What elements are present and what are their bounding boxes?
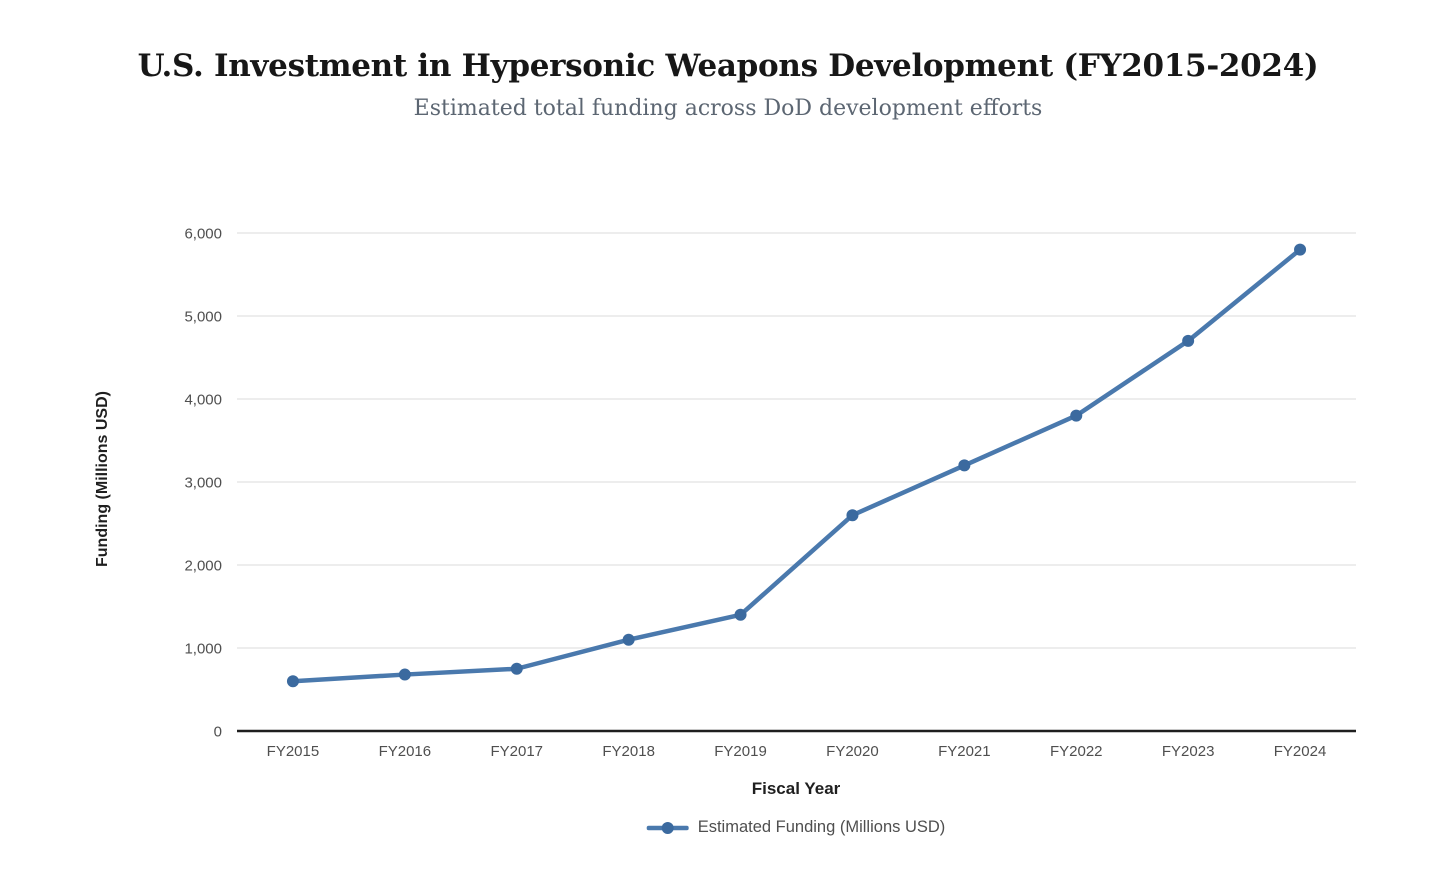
data-point-marker bbox=[734, 608, 747, 621]
legend: Estimated Funding (Millions USD) bbox=[646, 818, 946, 837]
data-point-marker bbox=[958, 459, 971, 472]
data-point-marker bbox=[622, 633, 635, 646]
y-tick-label: 1,000 bbox=[184, 641, 222, 658]
legend-label: Estimated Funding (Millions USD) bbox=[697, 818, 946, 836]
y-tick-label: 4,000 bbox=[184, 392, 222, 409]
x-tick-label: FY2024 bbox=[1274, 743, 1327, 760]
data-point-marker bbox=[1070, 409, 1083, 422]
data-point-marker bbox=[1294, 243, 1307, 256]
chart-title: U.S. Investment in Hypersonic Weapons De… bbox=[137, 48, 1319, 84]
y-tick-label: 0 bbox=[214, 724, 222, 741]
y-tick-label: 6,000 bbox=[184, 226, 222, 243]
y-tick-label: 5,000 bbox=[184, 309, 222, 326]
x-tick-label: FY2017 bbox=[490, 743, 543, 760]
x-tick-label: FY2015 bbox=[267, 743, 320, 760]
y-tick-label: 2,000 bbox=[184, 558, 222, 575]
x-tick-label: FY2016 bbox=[379, 743, 432, 760]
data-point-marker bbox=[398, 668, 411, 681]
x-tick-label: FY2019 bbox=[714, 743, 767, 760]
x-tick-label: FY2018 bbox=[602, 743, 655, 760]
x-tick-label: FY2021 bbox=[938, 743, 991, 760]
x-tick-label: FY2022 bbox=[1050, 743, 1103, 760]
chart-subtitle: Estimated total funding across DoD devel… bbox=[413, 96, 1043, 121]
x-tick-label: FY2020 bbox=[826, 743, 879, 760]
x-axis-title: Fiscal Year bbox=[751, 779, 841, 798]
data-point-marker bbox=[1182, 334, 1195, 347]
y-tick-label: 3,000 bbox=[184, 475, 222, 492]
data-line bbox=[290, 247, 1303, 684]
x-tick-label: FY2023 bbox=[1162, 743, 1215, 760]
data-point-marker bbox=[846, 509, 859, 522]
legend-line-marker-icon bbox=[646, 821, 689, 834]
data-point-marker bbox=[286, 675, 299, 688]
data-point-marker bbox=[510, 662, 523, 675]
